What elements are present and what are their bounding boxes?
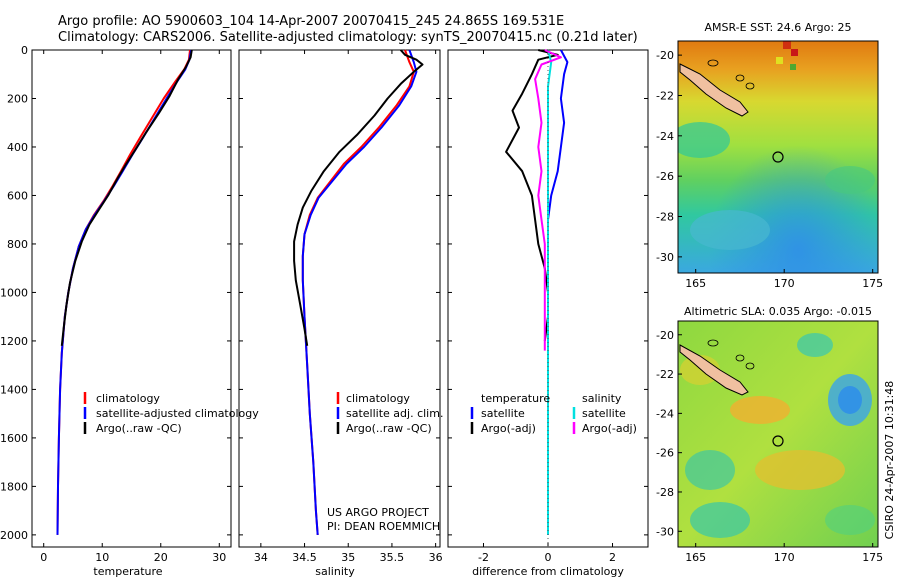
series-line-satellite-adj-clim- xyxy=(301,49,418,535)
sla-map-frame xyxy=(677,320,879,548)
difference-axis-label: difference from climatology xyxy=(472,565,624,578)
y-tick-label: 1000 xyxy=(0,286,28,299)
x-tick-label: 0 xyxy=(545,551,552,564)
map-y-tick-label: -26 xyxy=(656,170,674,183)
y-tick-label: 1800 xyxy=(0,480,28,493)
map-y-tick-label: -28 xyxy=(656,211,674,224)
map-y-tick-label: -28 xyxy=(656,486,674,499)
x-tick-label: 35 xyxy=(341,551,355,564)
map-x-tick-label: 175 xyxy=(862,277,883,290)
x-tick-label: 10 xyxy=(95,551,109,564)
y-tick-label: 400 xyxy=(7,141,28,154)
legend-diff-temp-satellite: satellite xyxy=(481,407,525,420)
legend-satellite-adjusted: satellite-adjusted climatology xyxy=(96,407,259,420)
x-tick-label: 2 xyxy=(609,551,616,564)
map-y-tick-label: -26 xyxy=(656,447,674,460)
sst-map-title: AMSR-E SST: 24.6 Argo: 25 xyxy=(704,21,851,34)
new-caledonia-island xyxy=(679,63,749,117)
map-x-tick-label: 165 xyxy=(685,277,706,290)
map-x-tick-label: 170 xyxy=(774,551,795,564)
header-subtitle: Climatology: CARS2006. Satellite-adjuste… xyxy=(58,30,638,45)
series-line-argo-raw-qc- xyxy=(60,49,193,346)
series-line-satellite xyxy=(547,49,553,535)
y-tick-label: 600 xyxy=(7,189,28,202)
legend-argo: Argo(..raw -QC) xyxy=(96,422,182,435)
salinity-axis-label: salinity xyxy=(315,565,355,578)
map-y-tick-label: -24 xyxy=(656,130,674,143)
y-tick-label: 1200 xyxy=(0,335,28,348)
map-y-tick-label: -24 xyxy=(656,407,674,420)
temperature-axis-label: temperature xyxy=(93,565,162,578)
csiro-timestamp: CSIRO 24-Apr-2007 10:31:48 xyxy=(883,381,896,540)
header-title: Argo profile: AO 5900603_104 14-Apr-2007… xyxy=(58,14,565,29)
sla-map-title: Altimetric SLA: 0.035 Argo: -0.015 xyxy=(684,305,872,318)
x-tick-label: 34.5 xyxy=(292,551,317,564)
map-y-tick-label: -22 xyxy=(656,368,674,381)
project-annotation: US ARGO PROJECT xyxy=(327,506,429,519)
map-x-tick-label: 165 xyxy=(685,551,706,564)
y-tick-label: 1400 xyxy=(0,383,28,396)
x-tick-label: -2 xyxy=(478,551,489,564)
argo-location-marker-2 xyxy=(772,435,784,447)
y-tick-label: 1600 xyxy=(0,432,28,445)
x-tick-label: 30 xyxy=(212,551,226,564)
legend-climatology: climatology xyxy=(96,392,160,405)
y-tick-label: 200 xyxy=(7,92,28,105)
legend-sal-climatology: climatology xyxy=(346,392,410,405)
temperature-panel xyxy=(31,49,232,548)
x-tick-label: 35.5 xyxy=(380,551,405,564)
y-tick-label: 2000 xyxy=(0,529,28,542)
sst-map-frame xyxy=(677,40,879,274)
map-x-tick-label: 170 xyxy=(774,277,795,290)
series-line-argo-raw-qc- xyxy=(293,49,424,346)
legend-diff-sal-argo: Argo(-adj) xyxy=(582,422,637,435)
legend-heading-salinity: salinity xyxy=(582,392,622,405)
x-tick-label: 36 xyxy=(429,551,443,564)
pi-annotation: PI: DEAN ROEMMICH xyxy=(327,520,440,533)
y-tick-label: 800 xyxy=(7,238,28,251)
x-tick-label: 34 xyxy=(254,551,268,564)
map-y-tick-label: -20 xyxy=(656,329,674,342)
map-y-tick-label: -20 xyxy=(656,49,674,62)
argo-location-marker xyxy=(772,151,784,163)
new-caledonia-island-2 xyxy=(679,344,749,396)
legend-sal-argo: Argo(..raw -QC) xyxy=(346,422,432,435)
sst-map xyxy=(678,41,878,273)
map-y-tick-label: -30 xyxy=(656,251,674,264)
sla-map xyxy=(678,321,878,547)
salinity-legend: climatology satellite adj. clim. Argo(..… xyxy=(336,392,443,435)
x-tick-label: 0 xyxy=(40,551,47,564)
legend-sal-satellite: satellite adj. clim. xyxy=(346,407,443,420)
map-y-tick-label: -22 xyxy=(656,89,674,102)
difference-legend: temperature salinity satellite Argo(-adj… xyxy=(470,392,637,435)
series-line-argo-adj- xyxy=(505,49,559,342)
map-x-tick-label: 175 xyxy=(862,551,883,564)
legend-diff-temp-argo: Argo(-adj) xyxy=(481,422,536,435)
temperature-legend: climatology satellite-adjusted climatolo… xyxy=(83,392,259,435)
series-line-argo-adj- xyxy=(534,49,562,351)
legend-diff-sal-satellite: satellite xyxy=(582,407,626,420)
legend-heading-temperature: temperature xyxy=(481,392,550,405)
salinity-panel xyxy=(238,49,441,548)
y-tick-label: 0 xyxy=(21,44,28,57)
x-tick-label: 20 xyxy=(154,551,168,564)
map-y-tick-label: -30 xyxy=(656,525,674,538)
